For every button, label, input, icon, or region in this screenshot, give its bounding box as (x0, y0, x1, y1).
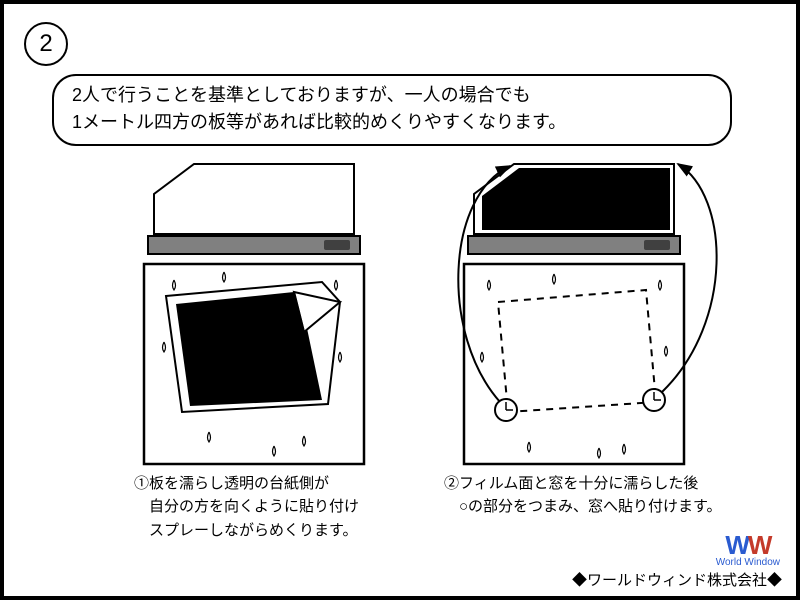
step-number-circle: 2 (24, 22, 68, 66)
note-line-2: 1メートル四方の板等があれば比較的めくりやすくなります。 (72, 109, 712, 136)
step-number: 2 (39, 30, 52, 58)
left-panel-diagram (124, 154, 384, 474)
brand-label: World Window (716, 557, 780, 568)
right-caption: ②フィルム面と窓を十分に濡らした後 ○の部分をつまみ、窓へ貼り付けます。 (444, 472, 722, 519)
left-caption: ①板を濡らし透明の台紙側が 自分の方を向くように貼り付け スプレーしながらめくり… (134, 472, 359, 542)
right-panel-diagram (434, 154, 734, 474)
instruction-note: 2人で行うことを基準としておりますが、一人の場合でも 1メートル四方の板等があれ… (52, 74, 732, 146)
brand-logo: WW World Window (716, 530, 780, 568)
footer-company: ◆ワールドウィンド株式会社◆ (572, 569, 782, 590)
note-line-1: 2人で行うことを基準としておりますが、一人の場合でも (72, 82, 712, 109)
